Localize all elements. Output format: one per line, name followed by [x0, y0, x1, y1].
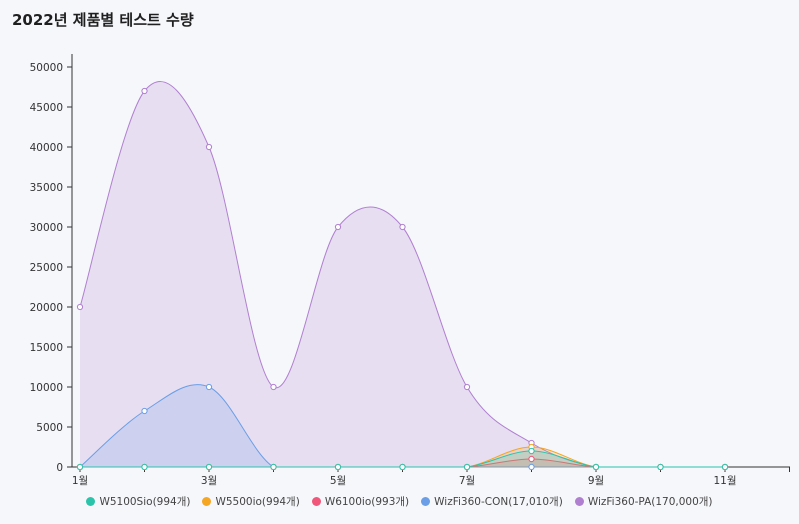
data-point-w5100sio[interactable]: [76, 463, 84, 471]
data-point-w6100io[interactable]: [528, 455, 535, 463]
y-tick-label: 30000: [30, 222, 63, 234]
legend-marker-icon: [202, 497, 212, 506]
legend-item[interactable]: WizFi360-CON(17,010개): [421, 494, 563, 509]
x-tick-label: 11월: [713, 475, 736, 487]
legend-item[interactable]: W5100Sio(994개): [86, 494, 190, 509]
data-point-w5100sio[interactable]: [721, 463, 729, 471]
data-point-w5100sio[interactable]: [592, 463, 600, 471]
data-point-wizfi360-pa[interactable]: [399, 223, 406, 231]
x-tick-label: 1월: [72, 475, 88, 487]
y-tick-label: 10000: [30, 382, 63, 394]
y-tick-label: 40000: [30, 142, 63, 154]
data-point-w5100sio[interactable]: [205, 463, 213, 471]
legend-item[interactable]: WizFi360-PA(170,000개): [574, 494, 713, 509]
data-point-wizfi360-pa[interactable]: [141, 87, 148, 95]
series-area-w5500io: [80, 447, 725, 467]
legend-marker-icon: [421, 497, 431, 506]
series-area-w6100io: [80, 459, 725, 467]
data-point-w5100sio[interactable]: [334, 463, 342, 471]
series-area-wizfi360-con: [80, 384, 725, 467]
series-area-w5100sio: [80, 451, 725, 467]
axes: 0 5000 10000 15000 20000 25000 30000 35000 40000…: [30, 54, 790, 487]
series-layer: [79, 81, 725, 468]
y-tick-label: 5000: [36, 422, 63, 434]
data-point-w5100sio[interactable]: [528, 447, 535, 455]
data-point-w5100sio[interactable]: [270, 463, 277, 471]
series-area-wizfi360-pa: [80, 81, 725, 467]
x-tick-label: 7월: [459, 475, 475, 487]
legend-marker-icon: [311, 497, 321, 506]
y-tick-label: 50000: [30, 62, 63, 74]
data-point-wizfi360-pa[interactable]: [205, 143, 213, 151]
area-chart: 0 5000 10000 15000 20000 25000 30000 35000 40000…: [30, 54, 790, 487]
data-point-wizfi360-con[interactable]: [205, 383, 213, 391]
x-tick-label: 3월: [201, 475, 217, 487]
legend-label: WizFi360-CON(17,010개): [434, 496, 563, 508]
chart-title: 2022년 제품별 테스트 수량: [12, 11, 194, 29]
data-point-wizfi360-con[interactable]: [141, 407, 148, 415]
legend-marker-icon: [86, 497, 96, 506]
y-tick-label: 45000: [30, 102, 63, 114]
data-point-w5100sio[interactable]: [657, 463, 664, 471]
x-tick-label: 5월: [330, 475, 346, 487]
data-point-w5100sio[interactable]: [399, 463, 406, 471]
legend-marker-icon: [574, 497, 584, 506]
y-tick-label: 15000: [30, 342, 63, 354]
data-point-wizfi360-pa[interactable]: [270, 383, 277, 391]
y-tick-label: 25000: [30, 262, 63, 274]
y-tick-label: 20000: [30, 302, 63, 314]
data-point-wizfi360-pa[interactable]: [76, 303, 84, 311]
y-tick-label: 0: [56, 462, 63, 474]
data-point-w5100sio[interactable]: [141, 463, 148, 471]
data-point-w5100sio[interactable]: [463, 463, 471, 471]
legend-label: W5500io(994개): [215, 496, 300, 508]
legend-label: WizFi360-PA(170,000개): [587, 496, 713, 508]
data-point-wizfi360-con[interactable]: [528, 463, 535, 471]
data-point-wizfi360-pa[interactable]: [463, 383, 471, 391]
legend-item[interactable]: W5500io(994개): [202, 494, 300, 509]
x-tick-label: 9월: [588, 475, 604, 487]
legend-item[interactable]: W6100io(993개): [311, 494, 410, 509]
legend-label: W5100Sio(994개): [99, 496, 191, 508]
data-point-wizfi360-pa[interactable]: [334, 223, 342, 231]
legend-label: W6100io(993개): [324, 496, 410, 508]
points-layer: [76, 87, 729, 471]
legend: W5100Sio(994개) W5500io(994개) W6100io(993개)…: [0, 494, 799, 509]
y-tick-label: 35000: [30, 182, 63, 194]
